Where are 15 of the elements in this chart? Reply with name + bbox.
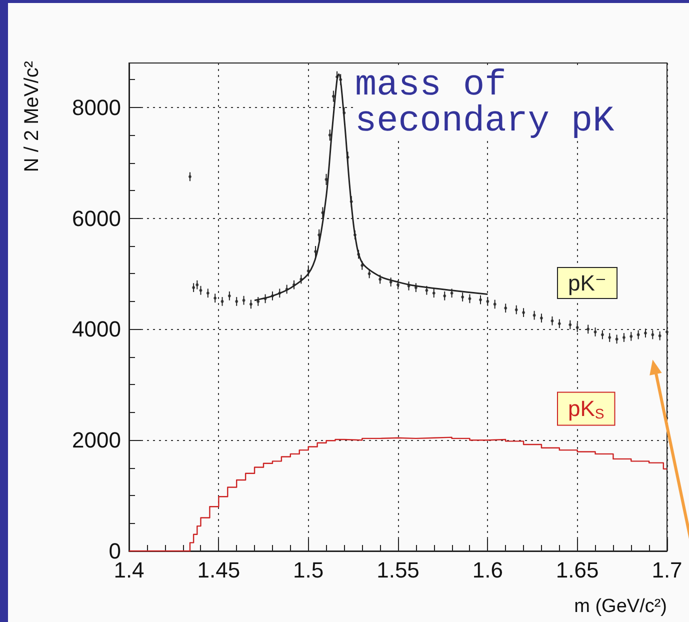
annotation: mass of secondary pK — [355, 64, 615, 142]
x-tick-label: 1.45 — [197, 558, 240, 582]
x-tick-label: 1.55 — [376, 558, 420, 582]
x-tick-label: 1.6 — [472, 558, 503, 582]
y-tick-label: 8000 — [72, 94, 121, 120]
y-tick-label: 2000 — [72, 428, 121, 453]
x-tick-label: 1.5 — [293, 558, 324, 582]
x-tick-label: 1.65 — [556, 558, 599, 582]
x-tick-label: 1.7 — [652, 558, 682, 582]
y-axis-title: N / 2 MeV/c² — [21, 60, 43, 172]
y-tick-label: 6000 — [72, 206, 121, 231]
series-label: pKS — [568, 396, 604, 422]
y-tick-label: 4000 — [72, 316, 121, 342]
x-axis-title: m (GeV/c²) — [574, 596, 668, 617]
series-label: pK⁻ — [568, 270, 607, 296]
